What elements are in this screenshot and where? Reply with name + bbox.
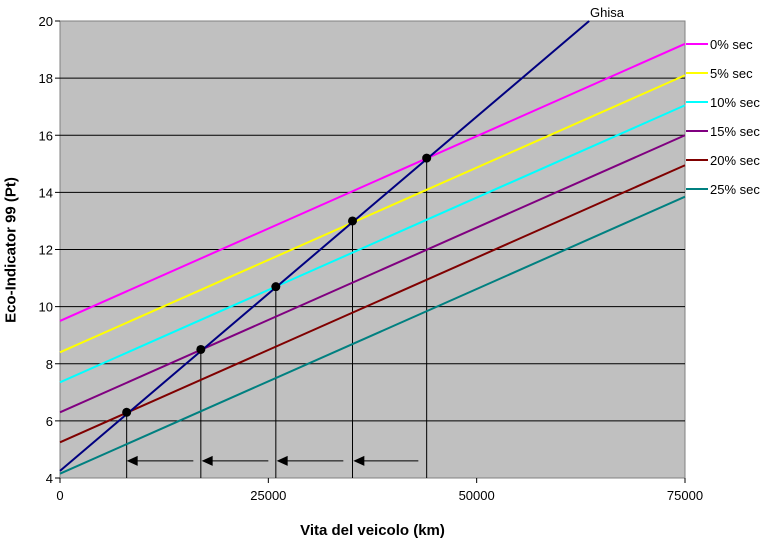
intersection-point: [196, 344, 206, 354]
y-tick-label: 14: [39, 185, 53, 200]
intersection-point: [348, 216, 357, 226]
x-tick-label: 0: [56, 488, 63, 503]
y-tick-label: 12: [39, 243, 53, 258]
legend-label: 0% sec: [710, 37, 753, 52]
y-tick-label: 20: [39, 14, 53, 29]
legend-label: 25% sec: [710, 182, 760, 197]
series-line-4: [59, 164, 686, 444]
x-tick-label: 50000: [459, 488, 495, 503]
y-tick-label: 10: [39, 300, 53, 315]
series-line-3: [59, 134, 686, 414]
x-tick-label: 75000: [667, 488, 703, 503]
legend-label: 20% sec: [710, 153, 760, 168]
arrow-head: [201, 455, 213, 466]
intersection-point: [422, 153, 432, 163]
legend-label: 10% sec: [710, 95, 760, 110]
x-tick-labels: 0 25000 50000 75000: [56, 478, 703, 503]
series-line-2: [59, 104, 686, 384]
y-tick-label: 4: [46, 471, 53, 486]
intersection-point: [271, 282, 281, 292]
series-line-1: [59, 74, 686, 354]
arrow-annotations: [126, 455, 419, 466]
series-line-5: [59, 195, 686, 475]
legend-label: 5% sec: [710, 66, 753, 81]
y-axis-label: Eco-Indicator 99 (Pt): [2, 177, 20, 323]
series-labels: Ghisa: [590, 5, 625, 20]
drop-lines: [126, 158, 428, 478]
series-label-ghisa: Ghisa: [590, 5, 625, 20]
series-line-6: [59, 20, 590, 472]
arrow-head: [126, 455, 138, 466]
y-tick-label: 6: [46, 414, 53, 429]
arrow-head: [353, 455, 365, 466]
y-tick-label: 18: [39, 71, 53, 86]
arrow-head: [276, 455, 288, 466]
x-axis-label: Vita del veicolo (km): [300, 522, 445, 539]
y-axis-label-box: Eco-Indicator 99 (Pt): [0, 0, 22, 547]
intersection-points: [122, 153, 432, 417]
series-line-0: [59, 42, 686, 322]
y-tick-label: 8: [46, 357, 53, 372]
legend: 0% sec 5% sec 10% sec 15% sec 20% sec 25% sec: [686, 37, 760, 197]
y-tick-label: 16: [39, 128, 53, 143]
x-tick-label: 25000: [250, 488, 286, 503]
series-lines: [59, 20, 686, 475]
grid-lines: [60, 77, 685, 422]
y-tick-labels: 4 6 8 10 12 14 16 18 20: [39, 14, 60, 486]
legend-label: 15% sec: [710, 124, 760, 139]
intersection-point: [122, 407, 132, 417]
